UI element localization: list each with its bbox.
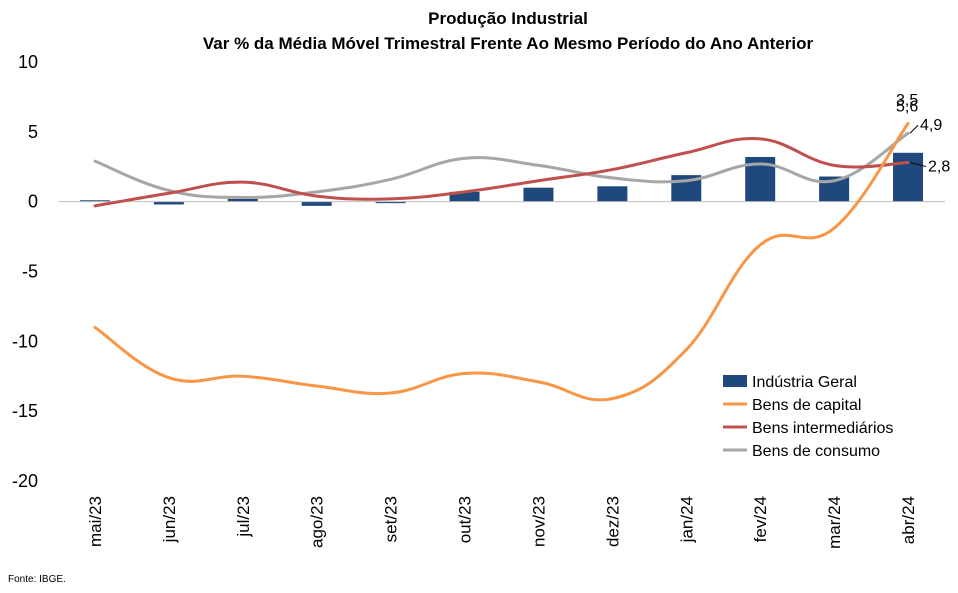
x-axis: mai/23 jun/23 jul/23 ago/23 set/23 out/23 nov/… — [86, 496, 918, 549]
x-tick-label: jul/23 — [234, 496, 253, 538]
bar-industria-geral — [79, 200, 110, 202]
y-tick-label: -5 — [22, 262, 38, 282]
legend-swatch — [723, 375, 747, 387]
x-tick-label: ago/23 — [308, 496, 327, 548]
data-label: 3,5 — [896, 92, 918, 109]
x-tick-label: mar/24 — [825, 496, 844, 549]
bar-industria-geral — [523, 187, 554, 202]
y-tick-label: 10 — [18, 52, 38, 72]
x-tick-label: jan/24 — [677, 496, 696, 543]
bar-industria-geral — [597, 186, 628, 202]
y-tick-label: 5 — [28, 122, 38, 142]
data-label-leader — [909, 162, 927, 168]
y-tick-label: -10 — [12, 331, 38, 351]
bar-industria-geral — [893, 152, 924, 202]
chart-subtitle: Var % da Média Móvel Trimestral Frente A… — [203, 34, 814, 53]
x-tick-label: abr/24 — [899, 496, 918, 544]
legend-label: Bens intermediários — [752, 420, 893, 437]
y-axis: 10 5 0 -5 -10 -15 -20 — [12, 52, 38, 491]
bar-industria-geral — [227, 198, 258, 202]
y-tick-label: -20 — [12, 471, 38, 491]
x-tick-label: nov/23 — [529, 496, 548, 547]
source-note: Fonte: IBGE. — [8, 574, 66, 585]
bar-industria-geral — [153, 201, 184, 205]
legend: Indústria Geral Bens de capital Bens inter… — [723, 374, 893, 460]
y-tick-label: 0 — [28, 192, 38, 212]
line-bens-de-capital — [93, 121, 910, 402]
bar-industria-geral — [375, 201, 406, 204]
data-label-leader — [909, 124, 919, 134]
data-labels: 5,64,93,5 2,8 — [896, 92, 950, 176]
legend-label: Indústria Geral — [752, 374, 857, 391]
x-tick-label: out/23 — [456, 496, 475, 543]
legend-label: Bens de consumo — [752, 443, 880, 460]
x-tick-label: set/23 — [382, 496, 401, 542]
bar-industria-geral — [449, 191, 480, 202]
legend-label: Bens de capital — [752, 397, 861, 414]
x-tick-label: mai/23 — [86, 496, 105, 547]
data-label: 2,8 — [928, 159, 950, 176]
chart-title: Produção Industrial — [428, 9, 588, 28]
x-tick-label: jun/23 — [160, 496, 179, 543]
x-tick-label: dez/23 — [603, 496, 622, 547]
data-label: 4,9 — [920, 117, 942, 134]
line-series — [93, 121, 910, 402]
line-bens-intermediarios — [93, 136, 910, 208]
data-label: 5,6 — [896, 98, 918, 115]
y-tick-label: -15 — [12, 401, 38, 421]
x-tick-label: fev/24 — [751, 496, 770, 542]
line-bens-de-consumo — [93, 131, 910, 199]
bar-industria-geral — [301, 201, 332, 206]
